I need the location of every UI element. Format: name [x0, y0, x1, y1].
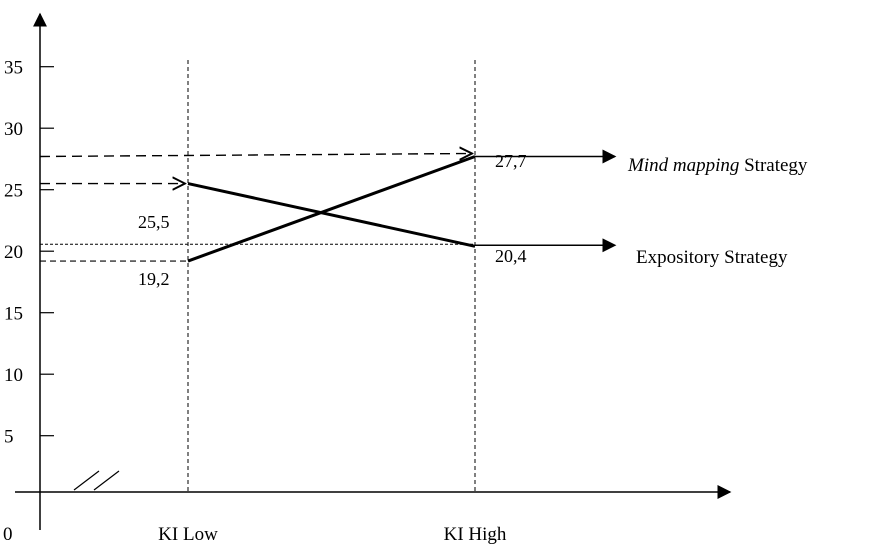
data-label: 20,4 — [495, 246, 527, 266]
series-group: 25,5 19,2 27,7 20,4 Mind mapping Strategy Exp… — [138, 149, 808, 289]
series-label: Mind mapping Strategy — [627, 155, 808, 176]
origin-label: 0 — [3, 524, 13, 545]
series-label-italic: Mind mapping — [627, 155, 739, 176]
y-tick-label: 25 — [4, 181, 23, 202]
y-tick-label: 30 — [4, 119, 23, 140]
y-tick-group: 5 10 15 20 25 30 35 — [4, 58, 54, 448]
series-line — [187, 182, 476, 248]
guide-lines — [39, 153, 475, 262]
y-tick-label: 35 — [4, 58, 23, 79]
x-category-group: KI Low KI High — [158, 60, 507, 545]
data-label: 25,5 — [138, 212, 170, 232]
axis-break-marker — [73, 470, 124, 491]
series-line — [187, 155, 476, 263]
data-label: 27,7 — [495, 151, 527, 171]
y-tick-label: 10 — [4, 365, 23, 386]
series-label: Expository Strategy — [636, 247, 788, 268]
y-tick-label: 20 — [4, 242, 23, 263]
value-guide-arrow — [39, 153, 472, 156]
series-label-rest: Strategy — [739, 155, 808, 176]
y-tick-label: 15 — [4, 304, 23, 325]
y-tick-label: 5 — [4, 427, 14, 448]
x-tick-label: KI Low — [158, 524, 218, 545]
x-tick-label: KI High — [444, 524, 507, 545]
data-label: 19,2 — [138, 269, 170, 289]
